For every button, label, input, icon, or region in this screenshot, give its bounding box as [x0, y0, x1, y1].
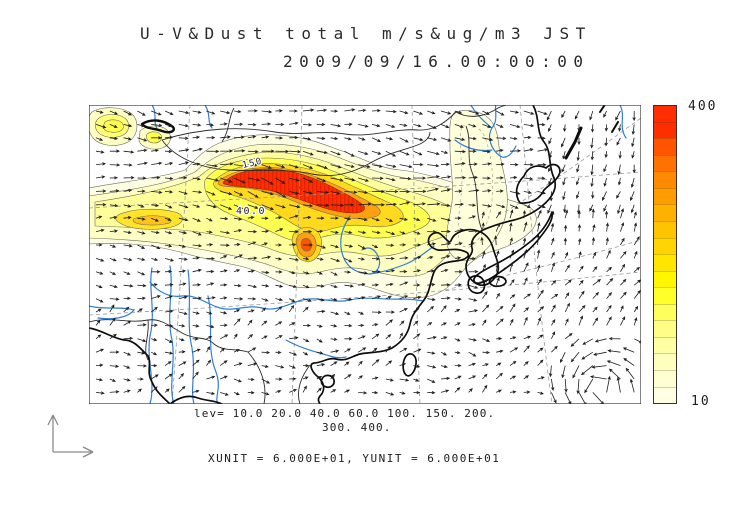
svg-text:40.0: 40.0: [236, 206, 266, 217]
graticule-lines: [89, 105, 641, 404]
coastlines: [89, 105, 619, 404]
colorbar-segment: [654, 303, 676, 321]
colorbar-segment: [654, 386, 676, 404]
colorbar-segment: [654, 204, 676, 221]
rivers: [89, 105, 627, 404]
map-canvas: 150 40.0: [89, 105, 641, 404]
plot-datetime: 2009/09/16.00:00:00: [283, 52, 590, 71]
colorbar-segment: [654, 138, 676, 155]
plot-title: U-V&Dust total m/s&ug/m3 JST: [140, 24, 592, 43]
colorbar-min-label: 10: [691, 394, 711, 409]
colorbar-segment: [654, 370, 676, 387]
contour-labels: 150 40.0: [235, 155, 266, 218]
colorbar-segment: [654, 220, 676, 238]
contour-levels-line2: 300. 400.: [322, 421, 392, 434]
colorbar-segment: [654, 336, 676, 354]
colorbar-segment: [654, 187, 676, 205]
colorbar-segment: [654, 353, 676, 370]
colorbar-segment: [654, 171, 676, 188]
colorbar-segment: [654, 254, 676, 271]
wind-vector-field: [95, 108, 641, 404]
colorbar-segment: [654, 320, 676, 337]
colorbar-segment: [654, 154, 676, 172]
colorbar-segment: [654, 106, 676, 122]
dust-contour-fills: [89, 107, 537, 298]
map-panel: 150 40.0: [89, 105, 641, 404]
colorbar: [653, 105, 677, 404]
colorbar-segment: [654, 237, 676, 255]
colorbar-segment: [654, 287, 676, 304]
vector-units-text: XUNIT = 6.000E+01, YUNIT = 6.000E+01: [208, 452, 501, 465]
unit-axes-icon: [47, 414, 94, 458]
contour-levels-line1: lev= 10.0 20.0 40.0 60.0 100. 150. 200.: [194, 407, 496, 420]
colorbar-segment: [654, 270, 676, 288]
colorbar-max-label: 400: [688, 99, 718, 114]
colorbar-segment: [654, 121, 676, 139]
